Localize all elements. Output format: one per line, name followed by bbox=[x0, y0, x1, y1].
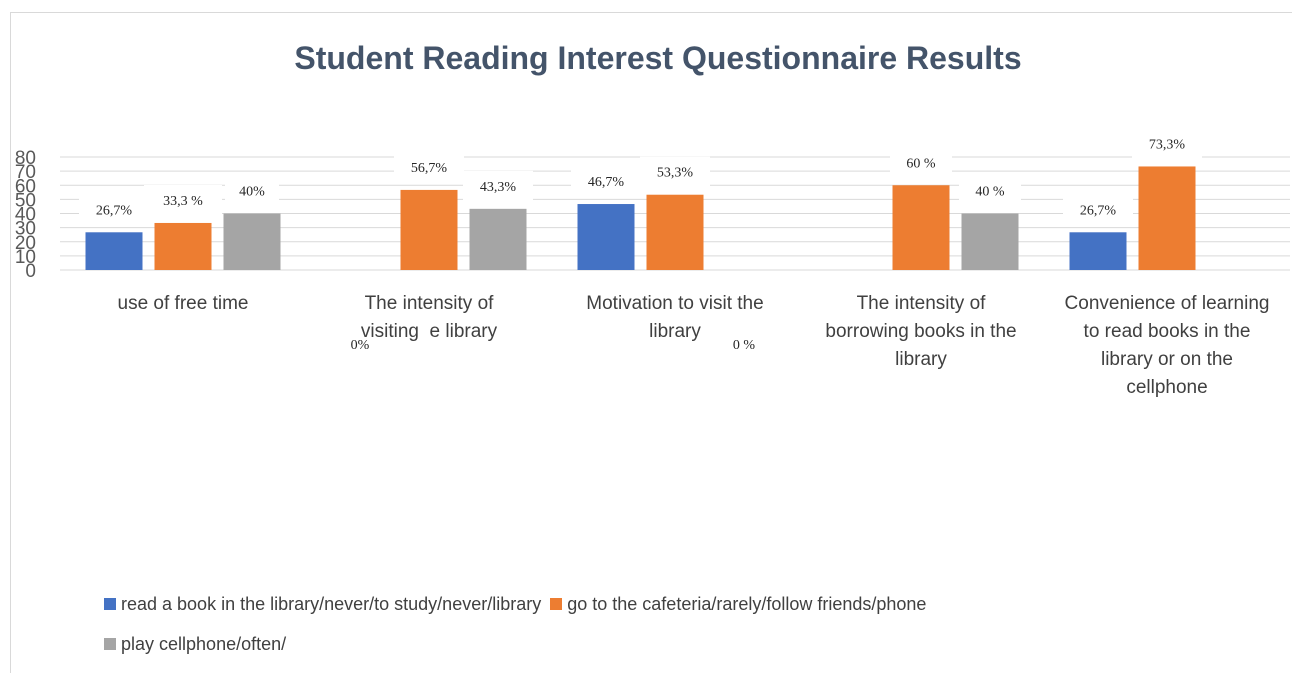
chart-frame bbox=[10, 12, 1292, 673]
y-tick-label: 0 bbox=[25, 261, 36, 282]
data-label: 26,7% bbox=[1080, 203, 1117, 218]
legend-label: play cellphone/often/ bbox=[121, 634, 287, 654]
bar bbox=[469, 208, 527, 270]
chart-legend: read a book in the library/never/to stud… bbox=[104, 592, 1254, 672]
data-label: 33,3 % bbox=[163, 194, 203, 209]
legend-swatch-orange bbox=[550, 598, 563, 610]
data-label: 53,3% bbox=[657, 166, 694, 181]
bar bbox=[646, 194, 704, 270]
bar bbox=[892, 185, 950, 270]
y-tick-label: 20 bbox=[15, 233, 36, 254]
data-label-box bbox=[463, 170, 533, 201]
legend-swatch-gray bbox=[104, 638, 116, 650]
data-label: 60 % bbox=[906, 156, 936, 171]
data-label-box bbox=[394, 151, 464, 182]
data-label: 26,7% bbox=[96, 203, 133, 218]
legend-item: play cellphone/often/ bbox=[104, 632, 286, 656]
legend-label: read a book in the library/never/to stud… bbox=[121, 594, 542, 614]
data-label: 40% bbox=[239, 185, 265, 200]
bar bbox=[577, 204, 635, 270]
data-label: 0 % bbox=[733, 338, 756, 353]
data-label-box bbox=[890, 147, 952, 178]
x-tick-label: library bbox=[649, 321, 701, 342]
bar bbox=[1069, 232, 1127, 270]
legend-item: read a book in the library/never/to stud… bbox=[104, 592, 541, 616]
data-label-box bbox=[717, 329, 771, 359]
legend-row-2: play cellphone/often/ bbox=[104, 632, 1254, 672]
data-label: 46,7% bbox=[588, 175, 625, 190]
legend-label: go to the cafeteria/rarely/follow friend… bbox=[567, 594, 927, 614]
x-tick-label: visiting e library bbox=[361, 321, 498, 342]
bar bbox=[961, 213, 1019, 270]
bar bbox=[1138, 166, 1196, 270]
x-tick-label: borrowing books in the bbox=[825, 321, 1016, 342]
chart-title: Student Reading Interest Questionnaire R… bbox=[294, 40, 1022, 76]
y-tick-label: 30 bbox=[15, 219, 36, 240]
data-label-box bbox=[1063, 194, 1133, 225]
x-tick-label: cellphone bbox=[1126, 377, 1207, 398]
x-tick-label: library or on the bbox=[1101, 349, 1233, 370]
data-label-box bbox=[225, 175, 279, 206]
y-tick-label: 70 bbox=[15, 162, 36, 183]
x-tick-label: library bbox=[895, 349, 947, 370]
y-tick-label: 10 bbox=[15, 247, 36, 268]
x-tick-label: The intensity of bbox=[365, 293, 495, 314]
x-tick-label: use of free time bbox=[118, 293, 249, 314]
data-label: 0% bbox=[351, 338, 370, 353]
x-tick-label: Motivation to visit the bbox=[586, 293, 763, 314]
y-tick-label: 60 bbox=[15, 176, 36, 197]
data-label-box bbox=[79, 194, 149, 225]
legend-row-1: read a book in the library/never/to stud… bbox=[104, 592, 1254, 632]
bar bbox=[400, 189, 458, 270]
x-tick-label: The intensity of bbox=[857, 293, 987, 314]
data-label-box bbox=[144, 184, 222, 215]
bar bbox=[223, 213, 281, 270]
bar bbox=[85, 232, 143, 270]
data-label-box bbox=[640, 156, 710, 187]
y-tick-label: 50 bbox=[15, 190, 36, 211]
data-label: 40 % bbox=[975, 185, 1005, 200]
x-tick-label: Convenience of learning bbox=[1065, 293, 1270, 314]
data-label: 73,3% bbox=[1149, 137, 1186, 152]
data-label-box bbox=[337, 329, 383, 359]
data-label: 56,7% bbox=[411, 161, 448, 176]
data-label-box bbox=[959, 175, 1021, 206]
data-label-box bbox=[571, 166, 641, 197]
legend-swatch-blue bbox=[104, 598, 116, 610]
data-label-box bbox=[1132, 128, 1202, 159]
y-tick-label: 80 bbox=[15, 148, 36, 169]
bar bbox=[154, 222, 212, 270]
y-tick-label: 40 bbox=[15, 205, 36, 226]
data-label: 43,3% bbox=[480, 180, 517, 195]
legend-item: go to the cafeteria/rarely/follow friend… bbox=[550, 592, 926, 616]
x-tick-label: to read books in the bbox=[1084, 321, 1251, 342]
